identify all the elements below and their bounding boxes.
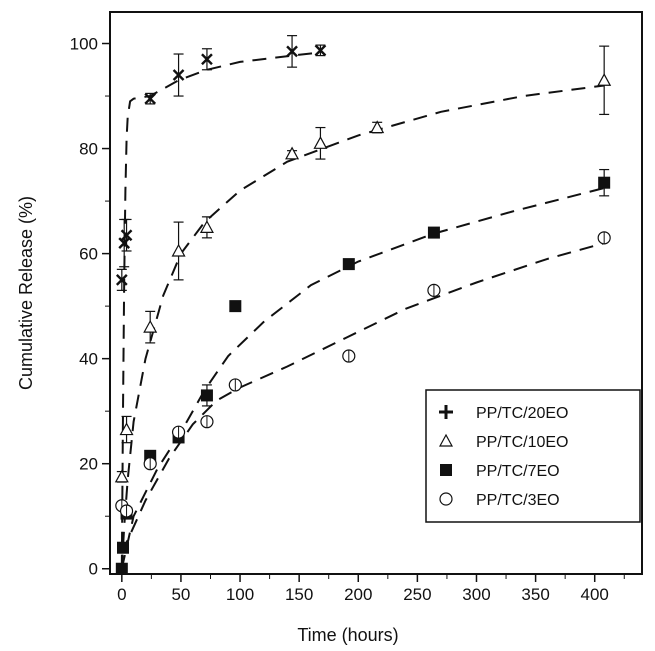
y-tick-label: 80 — [79, 140, 98, 159]
legend-marker — [440, 464, 452, 476]
data-point — [115, 274, 128, 286]
legend-label: PP/TC/20EO — [476, 405, 568, 422]
data-point — [117, 541, 130, 554]
legend-label: PP/TC/3EO — [476, 492, 560, 509]
marker-stroke — [144, 92, 157, 105]
data-point — [199, 220, 214, 233]
x-tick-label: 50 — [171, 585, 190, 604]
x-tick-label: 0 — [117, 585, 126, 604]
data-point — [171, 243, 186, 257]
data-point — [370, 120, 385, 134]
marker-stroke — [172, 69, 185, 81]
x-tick-label: 300 — [462, 585, 490, 604]
data-point — [119, 422, 134, 436]
data-point — [285, 146, 300, 160]
legend-marker — [439, 492, 453, 506]
legend-box — [425, 389, 641, 523]
data-point — [115, 562, 128, 575]
data-point — [120, 229, 133, 242]
legend-label: PP/TC/10EO — [476, 434, 568, 451]
data-point — [143, 319, 158, 333]
marker-stroke — [118, 237, 131, 249]
data-point — [342, 258, 355, 271]
x-tick-label: 250 — [403, 585, 431, 604]
data-point — [313, 136, 328, 149]
marker-stroke — [120, 229, 133, 242]
y-tick-label: 60 — [79, 245, 98, 264]
data-point — [200, 389, 213, 402]
data-point — [118, 237, 131, 249]
data-point — [314, 44, 327, 57]
fit-line-square — [120, 187, 605, 569]
x-axis-title: Time (hours) — [297, 625, 398, 645]
marker-stroke — [201, 53, 213, 66]
y-axis-title: Cumulative Release (%) — [16, 196, 36, 390]
marker-stroke — [115, 274, 128, 286]
data-point — [597, 73, 612, 86]
fit-line-triangle — [120, 84, 605, 569]
data-point — [114, 469, 129, 483]
data-point — [201, 53, 213, 66]
legend: PP/TC/20EO PP/TC/10EO PP/TC/7EO PP/TC/3EO — [425, 389, 641, 523]
x-tick-label: 350 — [521, 585, 549, 604]
fit-line-circle — [120, 242, 605, 554]
x-tick-label: 150 — [285, 585, 313, 604]
legend-label: PP/TC/7EO — [476, 463, 560, 480]
legend-marker — [439, 405, 453, 419]
data-point — [286, 45, 298, 58]
data-point — [144, 92, 157, 105]
data-point — [229, 300, 242, 313]
data-point — [427, 226, 440, 239]
y-tick-label: 100 — [70, 35, 98, 54]
x-tick-label: 200 — [344, 585, 372, 604]
data-point — [172, 69, 185, 81]
y-tick-label: 0 — [89, 560, 98, 579]
x-tick-label: 100 — [226, 585, 254, 604]
legend-marker — [438, 433, 454, 447]
y-tick-label: 20 — [79, 455, 98, 474]
data-point — [598, 176, 611, 189]
y-tick-label: 40 — [79, 350, 98, 369]
marker-stroke — [314, 44, 327, 57]
marker-stroke — [286, 45, 298, 58]
x-tick-label: 400 — [581, 585, 609, 604]
